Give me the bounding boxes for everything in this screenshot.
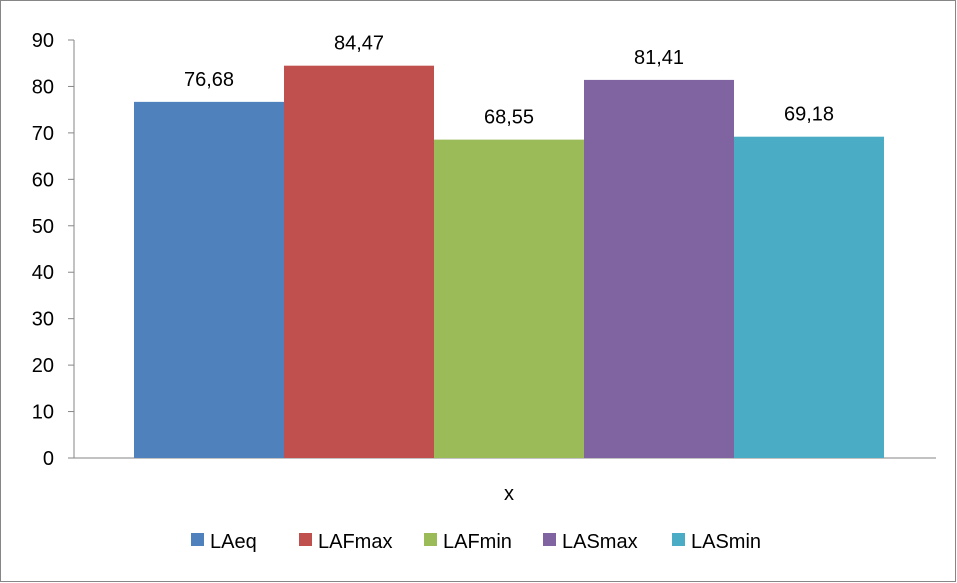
y-tick-label: 50	[32, 216, 54, 238]
bar-lasmin	[734, 136, 884, 458]
bar-lasmax	[584, 79, 734, 458]
y-tick-label: 20	[32, 355, 54, 377]
legend-swatch-lafmax	[299, 533, 312, 546]
legend-label-laeq: LAeq	[210, 531, 257, 553]
legend-swatch-lafmin	[424, 533, 437, 546]
bar-lafmax	[284, 65, 434, 458]
y-tick-label: 90	[32, 30, 54, 52]
y-tick-label: 10	[32, 402, 54, 424]
y-axis-ticks: 0 10 20 30 40 50 60 70 80 90	[32, 30, 74, 470]
bar-laeq	[134, 101, 284, 458]
data-label-lasmax: 81,41	[634, 47, 684, 69]
legend: LAeq LAFmax LAFmin LASmax LASmin	[191, 531, 761, 553]
x-category-label: x	[504, 483, 514, 505]
y-tick-label: 0	[43, 448, 54, 470]
data-label-lasmin: 69,18	[784, 104, 834, 126]
legend-label-lasmax: LASmax	[562, 531, 638, 553]
legend-label-lafmax: LAFmax	[318, 531, 392, 553]
y-tick-label: 40	[32, 262, 54, 284]
y-tick-label: 70	[32, 123, 54, 145]
y-tick-label: 60	[32, 169, 54, 191]
legend-label-lafmin: LAFmin	[443, 531, 512, 553]
legend-swatch-lasmin	[672, 533, 685, 546]
data-label-laeq: 76,68	[184, 69, 234, 91]
legend-swatch-lasmax	[543, 533, 556, 546]
data-label-lafmax: 84,47	[334, 33, 384, 55]
legend-label-lasmin: LASmin	[691, 531, 761, 553]
legend-swatch-laeq	[191, 533, 204, 546]
data-label-lafmin: 68,55	[484, 107, 534, 129]
bar-lafmin	[434, 139, 584, 458]
data-labels-group: 76,68 84,47 68,55 81,41 69,18	[184, 33, 834, 129]
y-tick-label: 30	[32, 309, 54, 331]
y-tick-label: 80	[32, 76, 54, 98]
bars-group	[134, 65, 884, 458]
